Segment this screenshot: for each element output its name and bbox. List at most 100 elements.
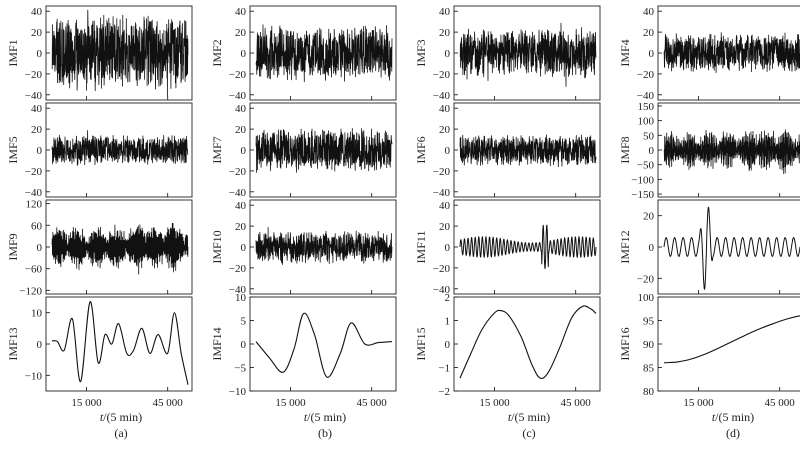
- y-tick-label: −20: [433, 166, 451, 178]
- y-tick-label: 40: [31, 6, 43, 18]
- y-tick-label: 90: [643, 339, 655, 351]
- y-axis-label: IMF6: [414, 136, 428, 163]
- y-axis-label: IMF14: [210, 327, 224, 360]
- panel-imf6: 40 20 0 −20 −40 IMF6: [414, 102, 601, 199]
- y-tick-label: 40: [235, 6, 247, 18]
- y-axis-label: IMF15: [414, 327, 428, 360]
- y-tick-label: 100: [638, 116, 655, 128]
- y-tick-label: −40: [229, 187, 247, 199]
- y-tick-label: 0: [37, 339, 43, 351]
- y-tick-label: −40: [433, 284, 451, 296]
- x-axis-label: t/(5 min): [304, 410, 346, 424]
- signal-trace: [459, 22, 597, 87]
- panel-imf13: 10 0 −10 IMF13: [6, 296, 193, 392]
- panel-imf11: 40 20 0 −20 −40 IMF11: [414, 199, 601, 296]
- y-tick-label: −10: [25, 370, 43, 382]
- panel-imf7: 40 20 0 −20 −40 IMF7: [210, 102, 397, 199]
- y-tick-label: −20: [433, 69, 451, 81]
- y-tick-label: −40: [25, 90, 43, 102]
- y-tick-label: 0: [37, 48, 43, 60]
- y-tick-label: −20: [637, 69, 655, 81]
- x-axis-labels-layer: 15 000 45 000 t/(5 min) (a) 15 000 45 000 t/(5…: [71, 397, 795, 440]
- y-tick-label: 150: [638, 101, 655, 113]
- x-axis-label: t/(5 min): [508, 410, 550, 424]
- signal-trace: [663, 315, 800, 364]
- y-tick-label: 40: [31, 103, 43, 115]
- y-tick-label: −50: [637, 160, 655, 172]
- signal-trace: [51, 130, 189, 166]
- y-tick-label: −20: [433, 263, 451, 275]
- y-axis-label: IMF2: [210, 39, 224, 66]
- y-tick-label: 40: [235, 200, 247, 212]
- y-tick-label: −40: [637, 90, 655, 102]
- y-tick-label: 0: [241, 242, 247, 254]
- y-tick-label: 0: [649, 48, 655, 60]
- y-tick-label: 20: [235, 124, 247, 136]
- y-axis-label: IMF12: [618, 230, 632, 263]
- panel-imf2: 40 20 0 −20 −40 IMF2: [210, 5, 397, 102]
- y-tick-label: −20: [229, 166, 247, 178]
- y-tick-label: −40: [25, 187, 43, 199]
- y-tick-label: −20: [25, 69, 43, 81]
- x-axis-label: t/(5 min): [712, 410, 754, 424]
- y-tick-label: 100: [638, 292, 655, 304]
- y-tick-label: 1: [445, 316, 451, 328]
- signal-trace: [255, 227, 393, 265]
- panel-imf14: 10 5 0 −5 −10 IMF14: [210, 292, 397, 398]
- y-axis-label: IMF9: [6, 233, 20, 260]
- y-tick-label: 40: [439, 103, 451, 115]
- y-axis-label: IMF3: [414, 39, 428, 66]
- panel-label: (a): [114, 426, 127, 440]
- y-tick-label: 20: [31, 124, 43, 136]
- y-tick-label: −20: [637, 273, 655, 285]
- y-axis-label: IMF11: [414, 231, 428, 264]
- signal-trace: [663, 129, 800, 175]
- plot-frame: [453, 296, 601, 392]
- panels-layer: 40200−20−40IMF140200−20−40IMF240200−20−4…: [6, 5, 800, 398]
- y-tick-label: −1: [438, 363, 450, 375]
- y-tick-label: 2: [445, 292, 451, 304]
- y-axis-label: IMF16: [618, 327, 632, 360]
- y-tick-label: 0: [37, 145, 43, 157]
- panel-imf12: 20 0 −20 IMF12: [618, 199, 800, 295]
- y-tick-label: 85: [643, 363, 655, 375]
- signal-trace: [255, 312, 393, 378]
- signal-trace: [255, 128, 393, 173]
- y-tick-label: 40: [235, 103, 247, 115]
- x-tick-label: 15 000: [479, 397, 510, 409]
- y-tick-label: 0: [241, 48, 247, 60]
- y-axis-label: IMF7: [210, 136, 224, 163]
- y-tick-label: −120: [19, 285, 42, 297]
- y-tick-label: 40: [439, 6, 451, 18]
- y-tick-label: 0: [445, 242, 451, 254]
- y-axis-label: IMF8: [618, 136, 632, 163]
- y-tick-label: 10: [235, 292, 247, 304]
- y-tick-label: −5: [234, 363, 246, 375]
- y-tick-label: 0: [241, 339, 247, 351]
- y-axis-label: IMF4: [618, 39, 632, 66]
- x-tick-label: 15 000: [683, 397, 714, 409]
- signal-trace: [663, 32, 800, 73]
- panel-imf9: 120 60 0 −60 −120 IMF9: [6, 199, 193, 297]
- panel-imf4: 40 20 0 −20 −40 IMF4: [618, 5, 800, 102]
- x-tick-label: 45 000: [765, 397, 796, 409]
- y-tick-label: 60: [31, 220, 43, 232]
- plot-frame: [657, 296, 800, 392]
- signal-trace: [459, 134, 597, 168]
- y-tick-label: 5: [241, 316, 247, 328]
- y-tick-label: 0: [241, 145, 247, 157]
- y-tick-label: −2: [438, 386, 450, 398]
- x-tick-label: 45 000: [153, 397, 184, 409]
- y-tick-label: −40: [229, 284, 247, 296]
- y-tick-label: 20: [235, 221, 247, 233]
- y-axis-label: IMF13: [6, 327, 20, 360]
- y-axis-label: IMF5: [6, 136, 20, 163]
- y-tick-label: −20: [229, 69, 247, 81]
- y-tick-label: 20: [643, 27, 655, 39]
- y-tick-label: 0: [445, 48, 451, 60]
- y-tick-label: −20: [25, 166, 43, 178]
- y-axis-label: IMF10: [210, 230, 224, 263]
- panel-label: (d): [726, 426, 740, 440]
- y-tick-label: 0: [445, 339, 451, 351]
